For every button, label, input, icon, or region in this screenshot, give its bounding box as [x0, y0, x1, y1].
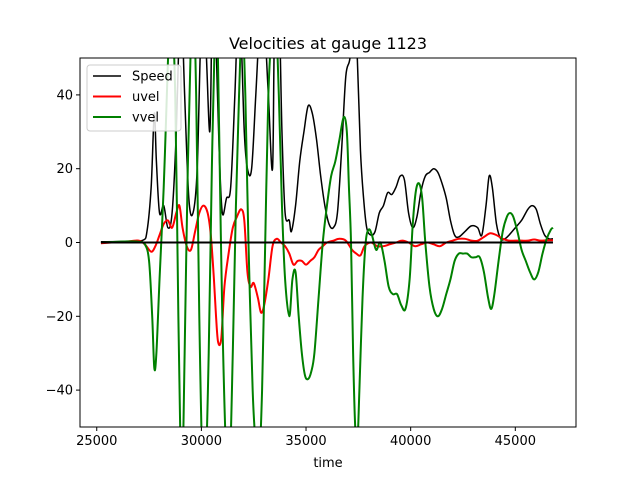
x-axis-label: time [313, 456, 342, 471]
legend-label-vvel: vvel [132, 111, 159, 126]
x-tick-label: 40000 [390, 434, 431, 449]
legend: Speed uvel vvel [86, 64, 182, 132]
legend-label-uvel: uvel [132, 90, 160, 105]
y-tick-label: 0 [65, 236, 73, 251]
y-tick-label: −40 [46, 384, 73, 399]
y-tick-label: 20 [56, 162, 73, 177]
chart-title: Velocities at gauge 1123 [229, 34, 427, 53]
legend-label-speed: Speed [132, 70, 173, 85]
series-line-vvel [100, 58, 554, 427]
series-layer [100, 58, 554, 427]
x-axis: 25000 30000 35000 40000 45000 [76, 427, 536, 449]
y-tick-label: −20 [46, 310, 73, 325]
legend-box [86, 64, 182, 132]
x-tick-label: 25000 [76, 434, 117, 449]
x-tick-label: 45000 [495, 434, 536, 449]
y-tick-label: 40 [56, 88, 73, 103]
x-tick-label: 30000 [181, 434, 222, 449]
x-tick-label: 35000 [285, 434, 326, 449]
y-axis: −40 −20 0 20 40 [46, 88, 80, 399]
